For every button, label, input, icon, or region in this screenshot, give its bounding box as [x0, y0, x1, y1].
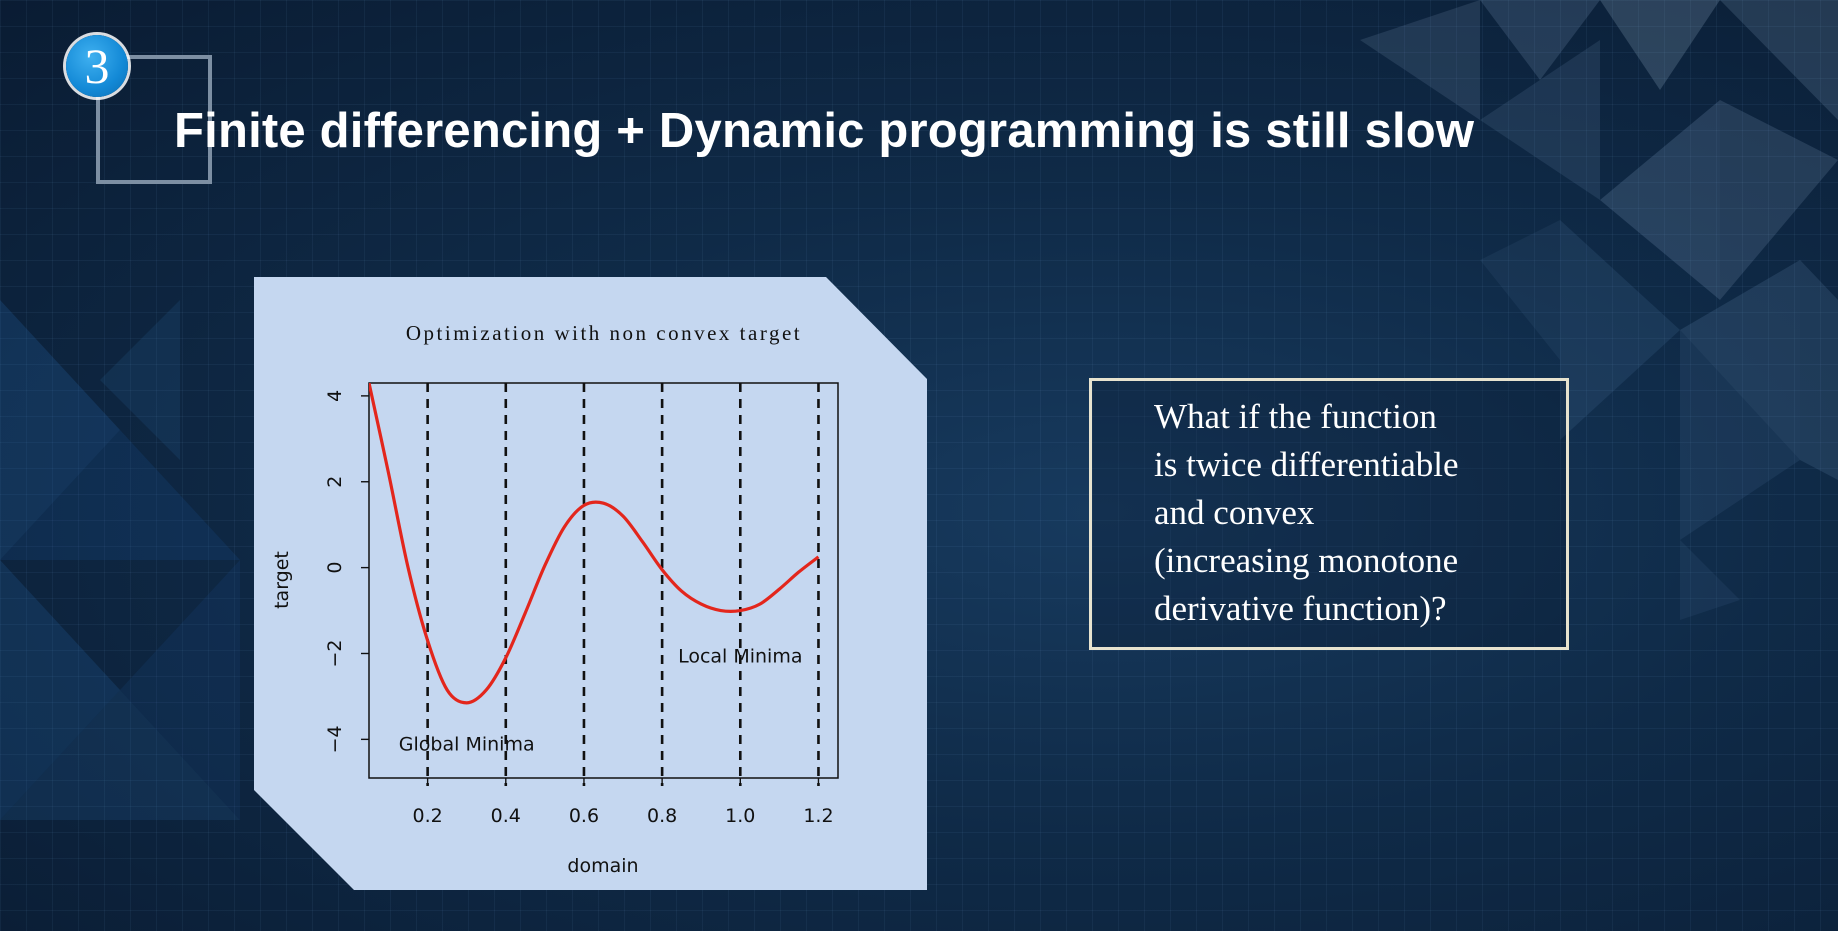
x-tick-label: 0.2 [413, 805, 443, 827]
chart-title: Optimization with non convex target [406, 321, 802, 345]
slide-number-badge: 3 [66, 35, 128, 97]
callout-line: (increasing monotone [1154, 541, 1459, 580]
x-tick-label: 0.4 [491, 805, 521, 827]
callout-line: derivative function)? [1154, 589, 1447, 628]
plot-area-frame [368, 382, 839, 779]
x-tick-label: 1.2 [803, 805, 833, 827]
y-tick-label: 0 [324, 562, 346, 574]
curve-group [369, 383, 820, 705]
callout-line: and convex [1154, 493, 1315, 532]
y-tick-label: −4 [324, 725, 346, 753]
vertical-guides [426, 383, 820, 786]
y-tick-label: 2 [324, 476, 346, 488]
x-tick-label: 0.8 [647, 805, 677, 827]
callout-line: is twice differentiable [1154, 445, 1459, 484]
target-curve [369, 383, 820, 705]
chart-annotation: Local Minima [678, 646, 802, 668]
y-axis-label: target [271, 551, 293, 609]
y-axis: −4 −2 0 2 4 [324, 390, 369, 753]
x-axis: 0.2 0.4 0.6 0.8 1.0 1.2 [413, 778, 834, 827]
x-tick-label: 0.6 [569, 805, 599, 827]
y-tick-label: −2 [324, 639, 346, 667]
title-bracket [96, 55, 212, 184]
annotations: Global Minima Local Minima [399, 646, 803, 756]
callout-text: What if the function is twice differenti… [1154, 393, 1554, 633]
chart-panel: Optimization with non convex target 0.2 0… [254, 277, 927, 890]
chart-panel-background [254, 277, 927, 890]
callout-line: What if the function [1154, 397, 1437, 436]
slide-title: Finite differencing + Dynamic programmin… [174, 104, 1475, 158]
x-axis-label: domain [567, 855, 638, 877]
y-tick-label: 4 [324, 390, 346, 402]
x-tick-label: 1.0 [725, 805, 755, 827]
callout-box: What if the function is twice differenti… [1089, 378, 1569, 650]
chart-annotation: Global Minima [399, 734, 535, 756]
